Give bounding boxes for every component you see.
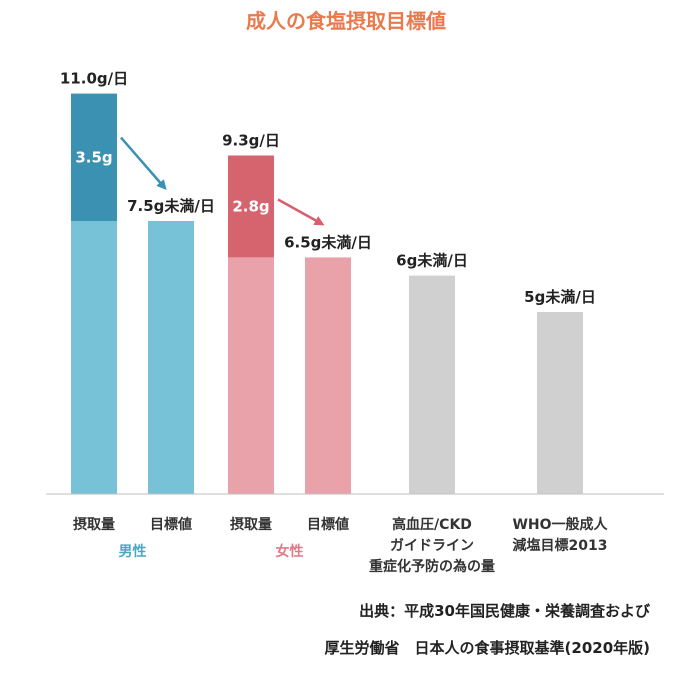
bar-2-segment-0 bbox=[228, 257, 274, 494]
value-label-5: 5g未満/日 bbox=[524, 288, 596, 306]
category-label-5-1: 減塩目標2013 bbox=[513, 537, 608, 554]
bar-5-segment-0 bbox=[537, 312, 583, 494]
bars-layer bbox=[71, 93, 583, 494]
bar-0-segment-1 bbox=[71, 93, 117, 221]
bar-2-segment-1 bbox=[228, 155, 274, 258]
value-label-0: 11.0g/日 bbox=[60, 70, 128, 88]
segment-label-2: 2.8g bbox=[232, 197, 269, 215]
chart-title: 成人の食塩摂取目標値 bbox=[246, 9, 446, 33]
group-label-1: 女性 bbox=[276, 543, 304, 560]
source-line-2: 厚生労働省 日本人の食事摂取基準(2020年版) bbox=[325, 639, 650, 657]
category-label-0-0: 摂取量 bbox=[73, 516, 115, 533]
category-label-2-0: 摂取量 bbox=[230, 516, 272, 533]
bar-1-segment-0 bbox=[148, 221, 194, 494]
category-label-3-0: 目標値 bbox=[307, 516, 349, 533]
value-label-3: 6.5g未満/日 bbox=[284, 233, 372, 251]
category-label-4-1: ガイドライン bbox=[390, 538, 474, 554]
category-label-1-0: 目標値 bbox=[150, 516, 192, 533]
value-label-4: 6g未満/日 bbox=[396, 252, 468, 270]
category-label-5-0: WHO一般成人 bbox=[512, 516, 608, 533]
arrow-1 bbox=[277, 198, 325, 226]
bar-4-segment-0 bbox=[409, 275, 455, 494]
group-label-0: 男性 bbox=[119, 543, 147, 560]
value-label-2: 9.3g/日 bbox=[222, 131, 280, 149]
bar-0-segment-0 bbox=[71, 221, 117, 494]
segment-label-0: 3.5g bbox=[75, 148, 112, 166]
category-label-4-2: 重症化予防の為の量 bbox=[369, 558, 495, 575]
labels-layer: 3.5g11.0g/日摂取量7.5g未満/日目標値2.8g9.3g/日摂取量6.… bbox=[60, 70, 609, 575]
bar-3-segment-0 bbox=[305, 257, 351, 494]
category-label-4-0: 高血圧/CKD bbox=[392, 516, 472, 533]
value-label-1: 7.5g未満/日 bbox=[127, 197, 215, 215]
source-line-1: 出典：平成30年国民健康・栄養調査および bbox=[359, 602, 650, 620]
arrow-0 bbox=[120, 136, 167, 191]
